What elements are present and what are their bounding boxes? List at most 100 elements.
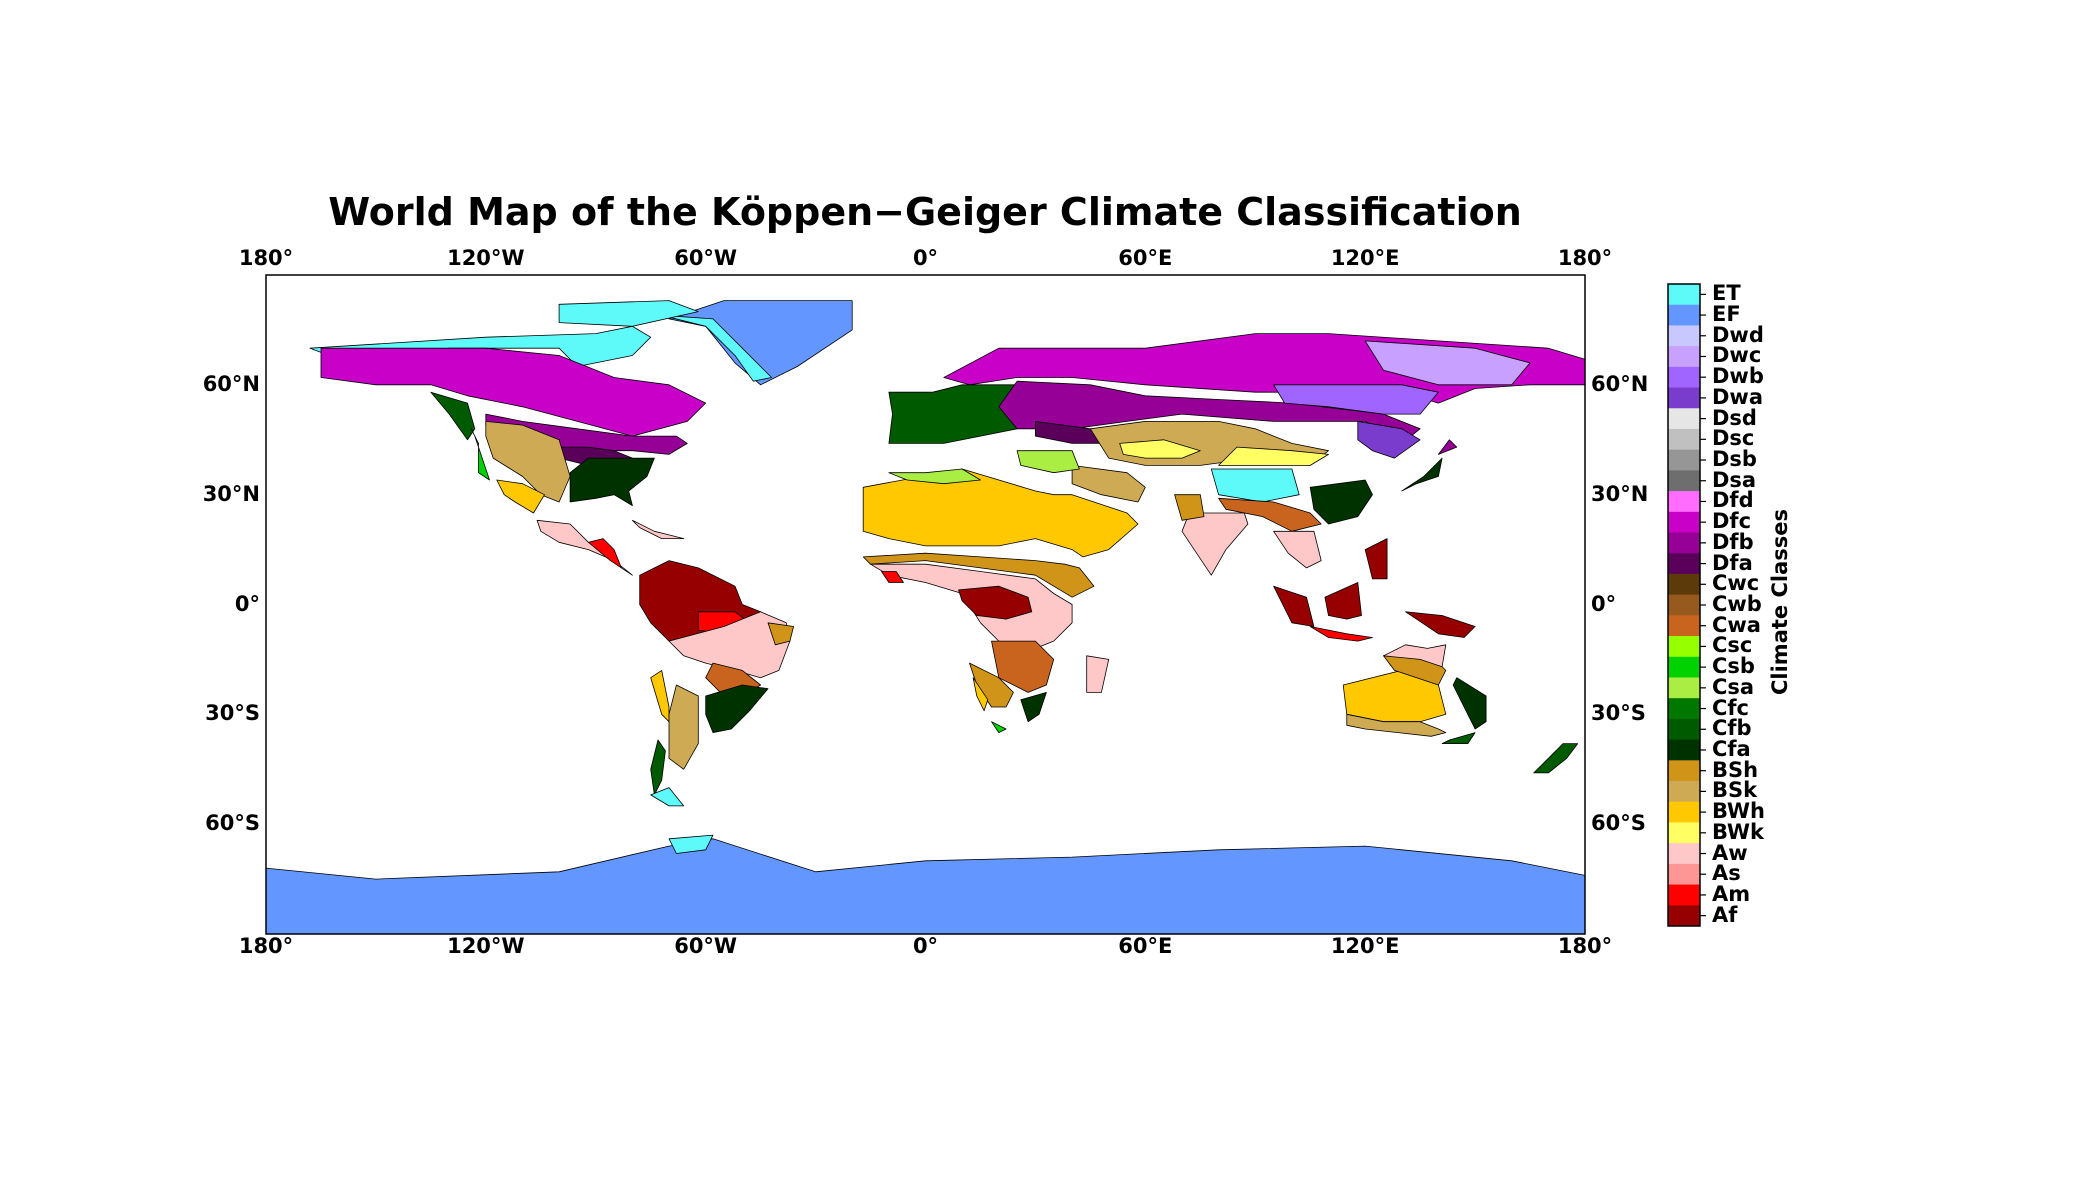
lon-tick-label-bottom: 120°W — [447, 934, 525, 958]
climate-region-bsh — [1174, 494, 1205, 521]
climate-region-cfa — [1452, 677, 1487, 730]
colorbar-title: Climate Classes — [1768, 509, 1792, 695]
colorbar-swatch-bsk — [1668, 781, 1700, 803]
colorbar-swatch-dsb — [1668, 449, 1700, 471]
lat-tick-label-left: 30°N — [202, 481, 260, 506]
climate-region-cwa — [1218, 497, 1322, 532]
colorbar-swatch-dsd — [1668, 408, 1700, 430]
colorbar-swatch-dsa — [1668, 470, 1700, 492]
climate-region-dfc — [320, 347, 707, 437]
colorbar-swatch-csb — [1668, 656, 1700, 678]
climate-region-cfb — [430, 391, 476, 441]
colorbar-label-cfa: Cfa — [1712, 736, 1751, 761]
climate-region-et — [1210, 468, 1300, 503]
colorbar-swatch-ef — [1668, 304, 1700, 326]
colorbar-label-dfb: Dfb — [1712, 529, 1754, 554]
colorbar-label-csc: Csc — [1712, 633, 1753, 658]
climate-region-bwk — [1218, 446, 1329, 466]
lon-tick-label-bottom: 180° — [238, 934, 294, 958]
lat-tick-label-right: 60°S — [1591, 811, 1646, 836]
climate-region-cfb — [1533, 743, 1579, 774]
colorbar-swatch-csa — [1668, 677, 1700, 699]
colorbar-swatch-csc — [1668, 636, 1700, 658]
lat-tick-label-right: 30°S — [1591, 701, 1646, 726]
colorbar-label-dwb: Dwb — [1712, 364, 1764, 389]
lon-tick-label-top: 60°E — [1118, 246, 1173, 270]
lon-tick-label-bottom: 60°E — [1118, 934, 1173, 958]
climate-region-dwb — [1273, 384, 1439, 415]
colorbar-label-af: Af — [1712, 902, 1738, 927]
climate-region-bsk — [1071, 464, 1146, 503]
lon-tick-label-top: 180° — [1557, 246, 1613, 270]
colorbar-label-et: ET — [1712, 281, 1741, 306]
climate-region-et — [650, 787, 685, 807]
colorbar-label-dwd: Dwd — [1712, 322, 1764, 347]
colorbar-label-am: Am — [1712, 881, 1751, 906]
colorbar-label-dwc: Dwc — [1712, 343, 1762, 368]
climate-region-af — [1405, 611, 1476, 638]
colorbar-label-bsk: BSk — [1712, 778, 1758, 803]
lat-tick-label-right: 0° — [1591, 591, 1617, 616]
climate-region-bwh — [862, 468, 1139, 558]
colorbar-swatch-cfa — [1668, 739, 1700, 761]
climate-region-af — [958, 585, 1033, 620]
colorbar-swatch-bwh — [1668, 801, 1700, 823]
lon-tick-label-bottom: 180° — [1557, 934, 1613, 958]
lat-tick-label-left: 60°S — [205, 811, 260, 836]
climate-region-dwa — [1357, 420, 1421, 459]
colorbar-label-bsh: BSh — [1712, 757, 1759, 782]
climate-region-aw — [1086, 655, 1110, 693]
colorbar-label-dsc: Dsc — [1712, 426, 1755, 451]
climate-region-et — [558, 300, 699, 327]
colorbar-swatch-bwk — [1668, 822, 1700, 844]
climate-region-bwh — [650, 670, 670, 723]
colorbar-swatch-dfd — [1668, 491, 1700, 513]
colorbar-swatch-dfb — [1668, 532, 1700, 554]
map-frame — [265, 274, 1586, 935]
lon-tick-label-top: 120°E — [1330, 246, 1400, 270]
climate-region-aw — [668, 611, 791, 679]
climate-region-csb — [991, 721, 1007, 733]
climate-region-aw — [632, 519, 685, 539]
climate-region-bwk — [1119, 439, 1201, 459]
colorbar-swatch-cwa — [1668, 615, 1700, 637]
colorbar-label-bwh: BWh — [1712, 799, 1765, 824]
colorbar-swatch-cwb — [1668, 594, 1700, 616]
lat-tick-label-left: 0° — [234, 591, 260, 616]
colorbar-label-aw: Aw — [1712, 840, 1748, 865]
lon-tick-label-top: 60°W — [674, 246, 738, 270]
colorbar-label-csb: Csb — [1712, 654, 1755, 679]
colorbar-swatch-aw — [1668, 843, 1700, 865]
climate-region-am — [1309, 626, 1373, 642]
colorbar-swatch-dwd — [1668, 325, 1700, 347]
climate-region-bsh — [862, 552, 1095, 598]
lon-tick-label-bottom: 120°E — [1330, 934, 1400, 958]
colorbar-swatch-et — [1668, 284, 1700, 306]
colorbar-swatch-dfa — [1668, 553, 1700, 575]
lat-tick-label-left: 30°S — [205, 701, 260, 726]
lon-tick-label-bottom: 60°W — [674, 934, 738, 958]
lat-tick-label-left: 60°N — [202, 371, 260, 396]
colorbar-label-dsd: Dsd — [1712, 405, 1757, 430]
colorbar — [1667, 283, 1706, 927]
climate-region-af — [1273, 585, 1315, 627]
colorbar-label-dfa: Dfa — [1712, 550, 1753, 575]
colorbar-label-cwb: Cwb — [1712, 592, 1762, 616]
colorbar-label-bwk: BWk — [1712, 819, 1764, 844]
lon-tick-label-top: 180° — [238, 246, 294, 270]
colorbar-swatch-as — [1668, 863, 1700, 886]
lat-tick-label-right: 60°N — [1591, 371, 1649, 396]
climate-region-cfa — [1020, 692, 1047, 723]
colorbar-swatch-cwc — [1668, 573, 1700, 596]
colorbar-swatch-am — [1668, 884, 1700, 906]
colorbar-swatch-cfb — [1668, 718, 1700, 741]
colorbar-label-dfc: Dfc — [1712, 509, 1752, 534]
climate-region-cfb — [650, 739, 666, 796]
climate-region-csa — [1016, 450, 1080, 474]
climate-region-aw — [1383, 644, 1447, 668]
climate-region-aw — [536, 519, 633, 576]
climate-region-csa — [888, 468, 981, 485]
climate-region-cfa — [705, 684, 769, 733]
colorbar-swatch-dsc — [1668, 428, 1700, 451]
